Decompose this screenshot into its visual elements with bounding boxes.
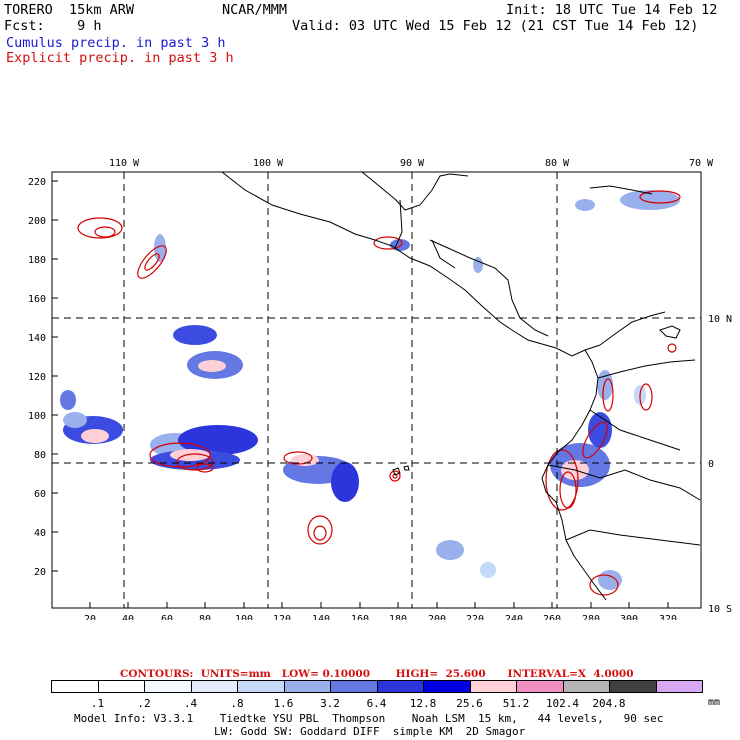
y-tick: 120 bbox=[28, 372, 46, 383]
legend-threshold-label: 6.4 bbox=[366, 697, 387, 710]
x-tick: 100 bbox=[235, 614, 253, 620]
legend-color-box bbox=[376, 680, 424, 693]
lon-label-80w: 80 W bbox=[545, 158, 570, 169]
lon-label-70w: 70 W bbox=[689, 158, 714, 169]
x-tick: 180 bbox=[389, 614, 407, 620]
legend-color-box bbox=[97, 680, 145, 693]
legend-color-box bbox=[190, 680, 238, 693]
precip-map: 110 W 100 W 90 W 80 W 70 W 10 N 0 10 S 2… bbox=[28, 158, 732, 620]
legend-threshold-label: 204.8 bbox=[592, 697, 626, 710]
legend-color-box bbox=[423, 680, 471, 693]
x-tick: 220 bbox=[466, 614, 484, 620]
legend-threshold-label: .1 bbox=[90, 697, 105, 710]
lon-label-90w: 90 W bbox=[400, 158, 425, 169]
legend-threshold-label: .8 bbox=[230, 697, 244, 710]
lon-label-100w: 100 W bbox=[253, 158, 284, 169]
explicit-precip-title: Explicit precip. in past 3 h bbox=[6, 50, 234, 66]
legend-color-box bbox=[237, 680, 285, 693]
x-tick: 300 bbox=[620, 614, 638, 620]
legend-threshold-label: 1.6 bbox=[273, 697, 294, 710]
legend-color-box bbox=[51, 680, 99, 693]
legend-color-box bbox=[516, 680, 564, 693]
x-tick: 260 bbox=[543, 614, 561, 620]
legend-color-box bbox=[469, 680, 517, 693]
legend-color-box bbox=[562, 680, 610, 693]
legend-color-box bbox=[609, 680, 657, 693]
valid-time: Valid: 03 UTC Wed 15 Feb 12 (21 CST Tue … bbox=[292, 18, 699, 34]
y-tick: 220 bbox=[28, 177, 46, 188]
y-tick: 60 bbox=[34, 489, 46, 500]
y-tick: 100 bbox=[28, 411, 46, 422]
legend-threshold-label: 25.6 bbox=[456, 697, 483, 710]
x-tick: 120 bbox=[273, 614, 291, 620]
x-tick: 280 bbox=[582, 614, 600, 620]
model-info-line: Model Info: V3.3.1 Tiedtke YSU PBL Thomp… bbox=[74, 712, 664, 725]
legend-threshold-label: 3.2 bbox=[320, 697, 340, 710]
init-time: Init: 18 UTC Tue 14 Feb 12 bbox=[506, 2, 718, 18]
y-tick: 20 bbox=[34, 567, 46, 578]
legend-color-box bbox=[283, 680, 331, 693]
legend-threshold-label: .4 bbox=[183, 697, 198, 710]
x-tick: 60 bbox=[161, 614, 173, 620]
legend-threshold-label: 51.2 bbox=[502, 697, 530, 710]
lat-label-10s: 10 S bbox=[708, 604, 732, 615]
cumulus-precip-title: Cumulus precip. in past 3 h bbox=[6, 35, 226, 51]
y-tick: 200 bbox=[28, 216, 46, 227]
map-frame bbox=[51, 171, 702, 609]
legend-color-box bbox=[330, 680, 378, 693]
model-title: TORERO 15km ARW bbox=[4, 2, 135, 18]
organization-label: NCAR/MMM bbox=[222, 2, 288, 18]
coastlines bbox=[221, 171, 701, 601]
legend-units: mm bbox=[708, 697, 721, 708]
x-tick: 320 bbox=[659, 614, 677, 620]
lon-label-110w: 110 W bbox=[109, 158, 140, 169]
x-tick: 140 bbox=[312, 614, 330, 620]
lat-label-10n: 10 N bbox=[708, 314, 732, 325]
x-tick: 80 bbox=[199, 614, 211, 620]
axis-ticks bbox=[52, 180, 669, 608]
legend-threshold-label: .2 bbox=[137, 697, 151, 710]
forecast-hour: Fcst: 9 h bbox=[4, 18, 102, 34]
y-tick: 140 bbox=[28, 333, 46, 344]
graticule bbox=[52, 172, 701, 608]
lat-label-0: 0 bbox=[708, 459, 714, 470]
legend-color-box bbox=[144, 680, 192, 693]
y-tick: 160 bbox=[28, 294, 46, 305]
x-tick: 200 bbox=[428, 614, 446, 620]
y-tick: 40 bbox=[34, 528, 46, 539]
y-tick: 80 bbox=[34, 450, 46, 461]
y-tick: 180 bbox=[28, 255, 46, 266]
contour-info: CONTOURS: UNITS=mm LOW= 0.10000 HIGH= 25… bbox=[120, 668, 634, 680]
x-tick: 40 bbox=[122, 614, 134, 620]
x-tick: 160 bbox=[351, 614, 369, 620]
x-tick: 240 bbox=[505, 614, 523, 620]
x-tick: 20 bbox=[84, 614, 96, 620]
explicit-precip-contours bbox=[77, 190, 681, 596]
legend-color-box bbox=[655, 680, 703, 693]
physics-info-line: LW: Godd SW: Goddard DIFF simple KM 2D S… bbox=[214, 725, 526, 738]
legend-threshold-label: 102.4 bbox=[545, 697, 580, 710]
legend-threshold-label: 12.8 bbox=[409, 697, 437, 710]
